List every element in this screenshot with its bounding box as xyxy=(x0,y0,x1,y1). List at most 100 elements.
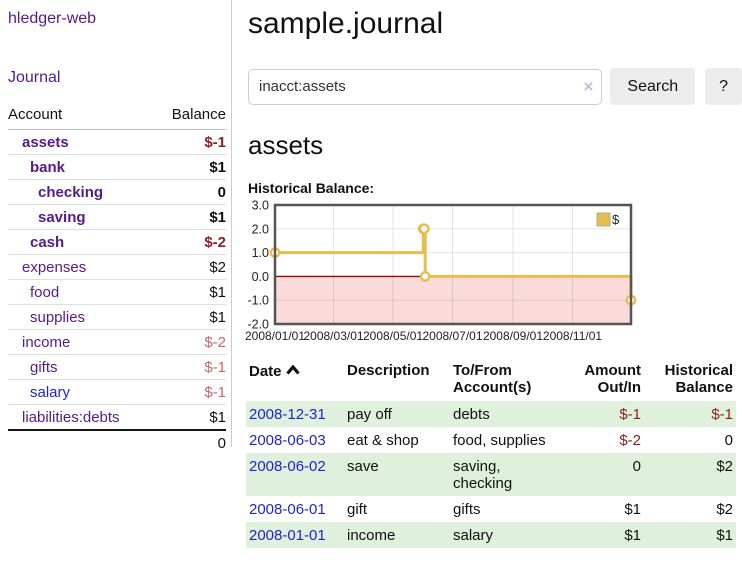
transaction-accounts: saving, checking xyxy=(453,457,513,492)
account-row: income $-2 xyxy=(8,329,226,355)
account-link-saving[interactable]: saving xyxy=(38,208,86,226)
x-tick-label: 2008/07/01 xyxy=(422,329,482,343)
account-balance: $2 xyxy=(154,254,226,280)
help-button[interactable]: ? xyxy=(705,68,742,105)
chart-canvas: 3.0 2.0 1.0 0.0 -1.0 -2.02008/01/012008/03/01… xyxy=(245,199,637,343)
y-tick-label: 1.0 xyxy=(252,246,269,260)
transaction-balance: $2 xyxy=(716,500,733,518)
account-balance: $1 xyxy=(154,204,226,230)
transaction-date-link[interactable]: 2008-01-01 xyxy=(249,526,326,544)
account-link-assets[interactable]: assets xyxy=(22,133,69,151)
clear-search-icon[interactable]: × xyxy=(583,76,594,96)
transaction-description: eat & shop xyxy=(347,431,419,449)
transaction-row: 2008-12-31 pay off debts $-1 $-1 xyxy=(246,401,736,427)
transaction-amount: $-2 xyxy=(619,431,641,449)
historical-balance-chart: 3.0 2.0 1.0 0.0 -1.0 -2.0 2008/01/01 2008/03/01… xyxy=(245,199,742,345)
account-link-gifts[interactable]: gifts xyxy=(30,358,58,376)
account-link-food[interactable]: food xyxy=(30,283,60,301)
transaction-amount: $1 xyxy=(624,500,641,518)
account-balance: $-1 xyxy=(154,354,226,380)
transaction-balance: $2 xyxy=(716,457,733,475)
chart-title: Historical Balance: xyxy=(248,180,375,196)
transaction-date-link[interactable]: 2008-06-03 xyxy=(249,431,326,449)
account-row: assets $-1 xyxy=(8,129,226,155)
accounts-balance-table: Account Balance assets $-1 bank $1 checking 0… xyxy=(8,103,226,455)
account-link-bank[interactable]: bank xyxy=(30,158,66,176)
transaction-date-link[interactable]: 2008-12-31 xyxy=(249,405,326,423)
transaction-row: 2008-01-01 income salary $1 $1 xyxy=(246,522,736,548)
accounts-column-header: To/From Account(s) xyxy=(453,362,532,396)
account-row: bank $1 xyxy=(8,154,226,180)
account-balance: $1 xyxy=(154,154,226,180)
account-row: gifts $-1 xyxy=(8,354,226,380)
account-link-cash[interactable]: cash xyxy=(30,233,65,251)
account-link-expenses[interactable]: expenses xyxy=(22,258,87,276)
account-link-liabilities-debts[interactable]: liabilities:debts xyxy=(22,408,120,426)
transaction-description: save xyxy=(347,457,379,475)
account-balance: $-2 xyxy=(154,229,226,255)
transaction-row: 2008-06-01 gift gifts $1 $2 xyxy=(246,496,736,522)
page-title: sample.journal xyxy=(248,7,444,40)
transaction-amount: $-1 xyxy=(619,405,641,423)
x-tick-label: 2008/03/01 xyxy=(303,329,363,343)
y-tick-label: -2.0 xyxy=(247,318,269,332)
y-tick-label: 3.0 xyxy=(252,199,269,213)
legend-swatch xyxy=(596,212,611,227)
chevron-up-icon xyxy=(285,362,300,379)
date-column-header[interactable]: Date xyxy=(246,358,344,401)
account-balance: $-1 xyxy=(154,379,226,405)
account-link-income[interactable]: income xyxy=(22,333,71,351)
x-tick-label: 2008/11/01 xyxy=(543,329,602,343)
balance-column-header: Balance xyxy=(154,103,226,130)
account-row: expenses $2 xyxy=(8,254,226,280)
transaction-balance: $1 xyxy=(716,526,733,544)
data-point-marker xyxy=(419,271,431,282)
app-title-link[interactable]: hledger-web xyxy=(8,10,97,27)
account-row: supplies $1 xyxy=(8,304,226,330)
sidebar: hledger-web Journal Account Balance asse… xyxy=(0,0,232,455)
negative-region xyxy=(275,276,631,324)
account-heading: assets xyxy=(248,130,324,160)
transaction-description: income xyxy=(347,526,396,544)
account-row: cash $-2 xyxy=(8,229,226,255)
account-balance: $1 xyxy=(154,304,226,330)
account-row: liabilities:debts $1 xyxy=(8,404,226,431)
legend-label: $ xyxy=(612,212,620,227)
x-tick-label: 2008/09/01 xyxy=(483,329,543,343)
main-content: sample.journal × Search ? assets Histori… xyxy=(245,0,742,548)
search-button[interactable]: Search xyxy=(610,68,696,105)
account-balance: $-2 xyxy=(154,329,226,355)
accounts-total-value: 0 xyxy=(154,429,226,455)
transaction-accounts: salary xyxy=(453,526,494,544)
x-tick-label: 2008/05/01 xyxy=(363,329,423,343)
description-column-header: Description xyxy=(347,362,430,379)
transaction-date-link[interactable]: 2008-06-02 xyxy=(249,457,326,475)
account-link-supplies[interactable]: supplies xyxy=(30,308,86,326)
x-tick-label: 2008/01/01 xyxy=(245,329,305,343)
account-balance: $1 xyxy=(154,279,226,305)
account-row: salary $-1 xyxy=(8,379,226,405)
account-link-salary[interactable]: salary xyxy=(30,383,71,401)
balance-column-header: Historical Balance xyxy=(664,362,733,396)
total-spacer xyxy=(8,429,155,455)
account-link-checking[interactable]: checking xyxy=(38,183,104,201)
transaction-amount: $1 xyxy=(624,526,641,544)
accounts-total-row: 0 xyxy=(8,429,226,455)
account-balance: $-1 xyxy=(154,129,226,155)
accounts-column-header: Account xyxy=(8,103,155,130)
account-balance: 0 xyxy=(154,179,226,205)
transaction-row: 2008-06-03 eat & shop food, supplies $-2 0 xyxy=(246,427,736,453)
search-input[interactable] xyxy=(248,68,603,105)
account-row: food $1 xyxy=(8,279,226,305)
account-row: checking 0 xyxy=(8,179,226,205)
transaction-date-link[interactable]: 2008-06-01 xyxy=(249,500,326,518)
account-balance: $1 xyxy=(154,404,226,431)
transactions-table: Date Description To/From Account(s) Amou… xyxy=(246,358,736,548)
transaction-accounts: food, supplies xyxy=(453,431,546,449)
y-tick-label: -1.0 xyxy=(247,294,269,308)
y-tick-label: 0.0 xyxy=(252,270,269,284)
transaction-description: pay off xyxy=(347,405,392,423)
sidebar-item-journal[interactable]: Journal xyxy=(8,69,61,86)
account-row: saving $1 xyxy=(8,204,226,230)
transaction-accounts: gifts xyxy=(453,500,481,518)
